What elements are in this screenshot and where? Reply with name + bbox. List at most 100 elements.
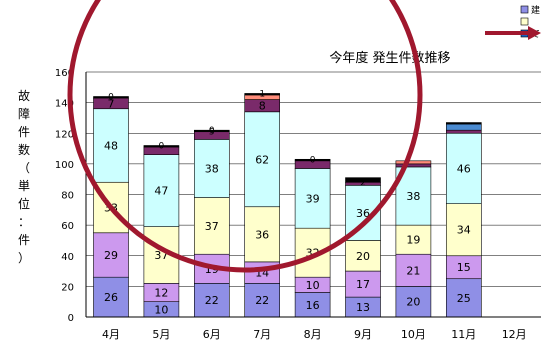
bar-segment bbox=[194, 129, 230, 133]
bar-segment-label: 39 bbox=[306, 192, 320, 205]
bar-segment bbox=[244, 111, 280, 208]
bar-segment-label: 0 bbox=[159, 142, 165, 152]
bar-segment-label: 47 bbox=[154, 185, 168, 198]
y-tick-label: 0 bbox=[68, 313, 74, 324]
bar-segment-label: 46 bbox=[457, 162, 471, 175]
bar-segment bbox=[395, 224, 432, 255]
bar-segment-label: 7 bbox=[108, 97, 115, 110]
chart-title: 今年度 発生件数推移 bbox=[329, 50, 450, 66]
bar-segment-label: 0 bbox=[108, 93, 114, 103]
y-tick-label: 20 bbox=[61, 282, 74, 293]
y-tick-label: 160 bbox=[55, 68, 74, 79]
y-axis-label-char: 件 bbox=[18, 233, 30, 247]
bar-segment bbox=[93, 108, 129, 183]
bar-segment-label: 20 bbox=[406, 296, 420, 309]
y-axis-label-char: ） bbox=[18, 251, 30, 265]
bar-segment bbox=[194, 197, 230, 255]
y-axis-ticks: 0 20 40 60 80 100 120 140 160 bbox=[55, 68, 74, 324]
bar-segment-label: 29 bbox=[104, 249, 118, 262]
bar-segment-label: 10 bbox=[154, 303, 168, 316]
bar-segment-label: 0 bbox=[209, 126, 215, 136]
bar-segment-label: 22 bbox=[205, 294, 219, 307]
bar-segment bbox=[395, 160, 432, 165]
bar-segment-label: 22 bbox=[255, 294, 269, 307]
bar-segment-label: 36 bbox=[255, 228, 269, 241]
bar-segment-label: 10 bbox=[306, 279, 320, 292]
bar-segment-label: 12 bbox=[154, 287, 168, 300]
x-tick-label: 11月 bbox=[451, 328, 476, 341]
x-tick-label: 12月 bbox=[502, 328, 527, 341]
bar-segment-label: 48 bbox=[104, 140, 118, 153]
x-tick-label: 5月 bbox=[152, 328, 170, 341]
y-axis-label-char: 件 bbox=[18, 125, 30, 139]
bar-segment-label: 26 bbox=[104, 291, 118, 304]
bar-segment bbox=[93, 96, 129, 99]
y-axis-label-char: 位 bbox=[18, 196, 30, 211]
y-tick-label: 140 bbox=[55, 99, 74, 110]
x-tick-label: 6月 bbox=[203, 328, 221, 341]
bar-segment bbox=[194, 139, 230, 198]
bar-segment-label: 38 bbox=[406, 190, 420, 203]
bar-segment-label: 36 bbox=[356, 207, 370, 220]
bar-segment bbox=[445, 123, 482, 131]
x-tick-label: 7月 bbox=[253, 328, 271, 341]
bar-segment-label: 1 bbox=[259, 89, 265, 99]
legend-swatch bbox=[520, 5, 529, 14]
x-tick-label: 4月 bbox=[102, 328, 120, 341]
bar-segment bbox=[345, 240, 381, 272]
y-axis-label-char: 障 bbox=[18, 106, 30, 121]
bar-segment bbox=[143, 154, 180, 227]
bar-segment-label: 15 bbox=[457, 261, 471, 274]
bar-segment bbox=[93, 276, 129, 318]
bar-segment bbox=[294, 158, 331, 162]
bar-segment bbox=[395, 253, 432, 287]
legend-label: 建 bbox=[531, 4, 540, 16]
bar-segment bbox=[244, 93, 280, 96]
y-tick-label: 100 bbox=[55, 160, 74, 171]
bar-segment-label: 20 bbox=[356, 250, 370, 263]
x-tick-label: 8月 bbox=[304, 328, 322, 341]
x-tick-label: 10月 bbox=[401, 328, 426, 341]
y-tick-label: 40 bbox=[61, 252, 74, 263]
x-tick-label: 9月 bbox=[354, 328, 372, 341]
y-axis-label-char: 故 bbox=[18, 88, 30, 103]
bar-segment-label: 34 bbox=[457, 224, 471, 237]
bar-segment bbox=[345, 177, 381, 183]
bar-segment bbox=[244, 283, 280, 318]
annotation-arrow-head bbox=[528, 26, 541, 40]
annotation-circle bbox=[67, 0, 541, 273]
x-axis-ticks: 4月5月6月7月8月9月10月11月12月1 bbox=[102, 328, 527, 341]
legend-swatch bbox=[520, 17, 529, 26]
bar-segment bbox=[445, 278, 482, 318]
bar-segment bbox=[445, 129, 482, 134]
bar-segment bbox=[244, 206, 280, 263]
bar-segment-label: 17 bbox=[356, 278, 370, 291]
y-tick-label: 120 bbox=[55, 129, 74, 140]
bar-segment bbox=[143, 145, 180, 148]
bar-segment-label: 5 bbox=[209, 128, 215, 138]
bars bbox=[93, 93, 482, 318]
bar-segment-label: 2 bbox=[360, 178, 366, 188]
bar-segment-label: 62 bbox=[255, 153, 269, 166]
y-axis-label-char: 数 bbox=[18, 142, 30, 157]
bar-segment-label: 0 bbox=[310, 155, 316, 165]
bar-segment bbox=[395, 163, 432, 168]
y-axis-label-char: ： bbox=[18, 215, 30, 229]
bar-segment-label: 13 bbox=[356, 301, 370, 314]
bar-segment-label: 37 bbox=[205, 220, 219, 233]
bar-segment-label: 38 bbox=[205, 162, 219, 175]
bar-segment-label: 25 bbox=[457, 292, 471, 305]
y-tick-label: 80 bbox=[61, 191, 74, 202]
y-tick-label: 60 bbox=[61, 221, 74, 232]
annotation-ring bbox=[67, 0, 423, 273]
bar-segment-label: 16 bbox=[306, 299, 320, 312]
bar-segment bbox=[445, 122, 482, 125]
bar-segment-label: 8 bbox=[259, 100, 266, 113]
bar-segment bbox=[93, 232, 129, 278]
bar-segment-label: 21 bbox=[406, 264, 420, 277]
y-axis-label-char: 単 bbox=[18, 179, 30, 193]
bar-segment-label: 19 bbox=[406, 234, 420, 247]
